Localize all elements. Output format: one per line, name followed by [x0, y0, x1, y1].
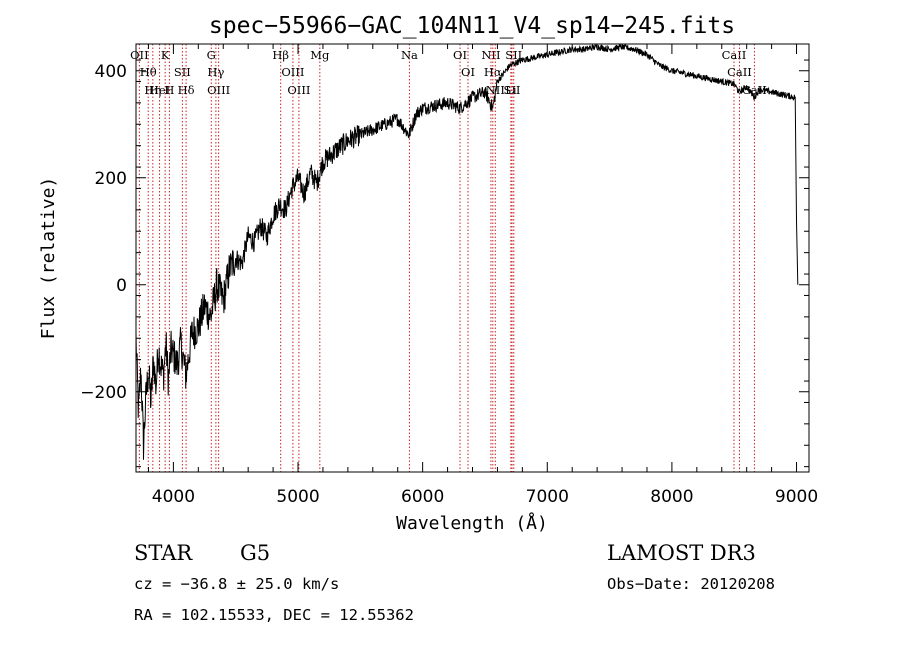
y-tick-label: 400: [95, 62, 127, 82]
emission-line-label: OIII: [287, 83, 310, 97]
emission-line-label: Mg: [310, 48, 330, 62]
y-tick-label: 0: [116, 276, 127, 296]
x-axis-label: Wavelength (Å): [396, 512, 548, 534]
redshift-text: cz = −36.8 ± 25.0 km/s: [134, 575, 339, 593]
emission-line-label: SII: [505, 48, 522, 62]
emission-line-label: G: [207, 48, 216, 62]
x-tick-label: 6000: [401, 487, 444, 507]
x-tick-label: 9000: [775, 487, 818, 507]
axis-ticks: 4000 5000 6000 7000 8000 9000 −200 0 200 400: [80, 44, 818, 507]
emission-line-label: NII: [481, 48, 500, 62]
emission-line-label: Hα: [484, 65, 502, 79]
emission-line-label: OII: [130, 48, 149, 62]
survey-name: LAMOST DR3: [607, 541, 756, 565]
emission-line-label: CaII: [722, 48, 747, 62]
chart-title: spec−55966−GAC_104N11_V4_sp14−245.fits: [209, 13, 735, 39]
coordinates: RA = 102.15533, DEC = 12.55362: [134, 606, 414, 624]
emission-line-label: Hγ: [207, 65, 224, 79]
x-tick-label: 7000: [526, 487, 569, 507]
spectrum-line: [135, 43, 799, 460]
emission-line-label: Li: [505, 83, 517, 97]
emission-line-label: SII: [174, 65, 191, 79]
emission-line-label: K: [161, 48, 170, 62]
object-class: STAR: [134, 541, 193, 565]
emission-line-label: OIII: [207, 83, 230, 97]
object-subclass: G5: [240, 541, 270, 565]
x-tick-label: 5000: [276, 487, 319, 507]
y-axis-label: Flux (relative): [38, 177, 59, 340]
emission-line-label: Hθ: [140, 65, 157, 79]
emission-line-label: Hη: [144, 83, 161, 97]
emission-line-label: Na: [401, 48, 418, 62]
emission-line-label: Hβ: [272, 48, 289, 62]
emission-line-label: H: [164, 83, 174, 97]
emission-line-label: OI: [461, 65, 475, 79]
x-tick-label: 4000: [152, 487, 195, 507]
emission-line-label: OI: [453, 48, 467, 62]
emission-line-label: CaII: [727, 65, 752, 79]
emission-line-label: Hδ: [178, 83, 195, 97]
x-tick-label: 8000: [650, 487, 693, 507]
y-tick-label: 200: [95, 169, 127, 189]
obs-date: Obs−Date: 20120208: [607, 575, 775, 593]
emission-line-label: OIII: [281, 65, 304, 79]
y-tick-label: −200: [80, 383, 127, 403]
emission-line-label: SII: [504, 83, 521, 97]
